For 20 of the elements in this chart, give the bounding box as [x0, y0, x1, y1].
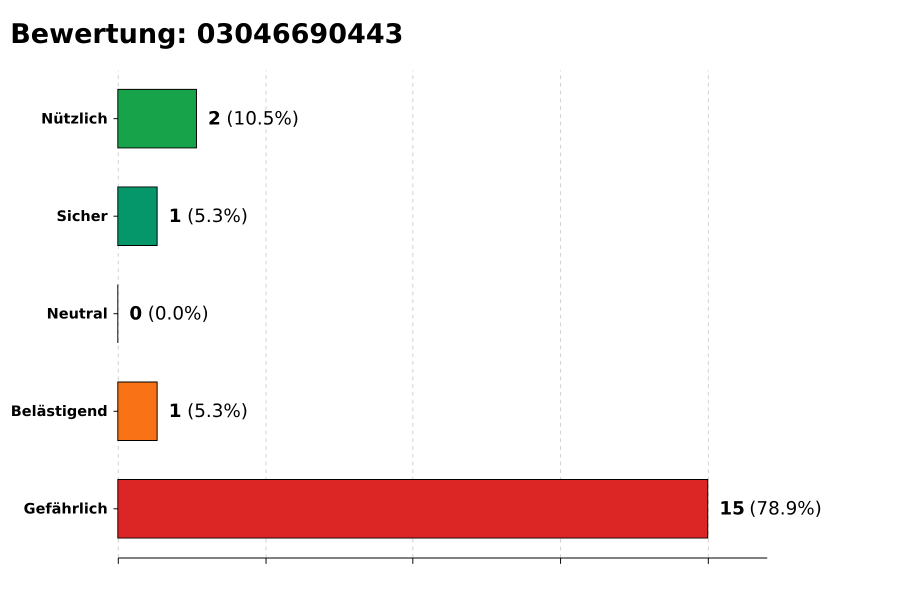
annotation: (5.3%) [187, 206, 248, 227]
bar [117, 479, 708, 539]
chart-title: Bewertung: 03046690443 [10, 18, 404, 50]
annotation: (78.9%) [749, 498, 822, 520]
y-tick-label: Sicher [56, 209, 109, 226]
data-label: 0 [129, 304, 142, 325]
y-tick-label: Gefährlich [24, 502, 108, 518]
annotation: (5.3%) [187, 401, 248, 422]
annotation: (0.0%) [148, 304, 209, 325]
bar [117, 382, 158, 442]
y-tick-label: Belästigend [10, 404, 108, 420]
data-label: 2 [208, 108, 221, 130]
bar [117, 88, 197, 148]
annotation: (10.5%) [226, 108, 299, 130]
data-label: 1 [168, 401, 182, 422]
y-tick-label: Nützlich [41, 111, 108, 128]
data-label: 15 [719, 498, 745, 520]
data-label: 1 [168, 206, 182, 227]
y-tick-label: Neutral [46, 306, 108, 323]
bar [117, 186, 158, 246]
